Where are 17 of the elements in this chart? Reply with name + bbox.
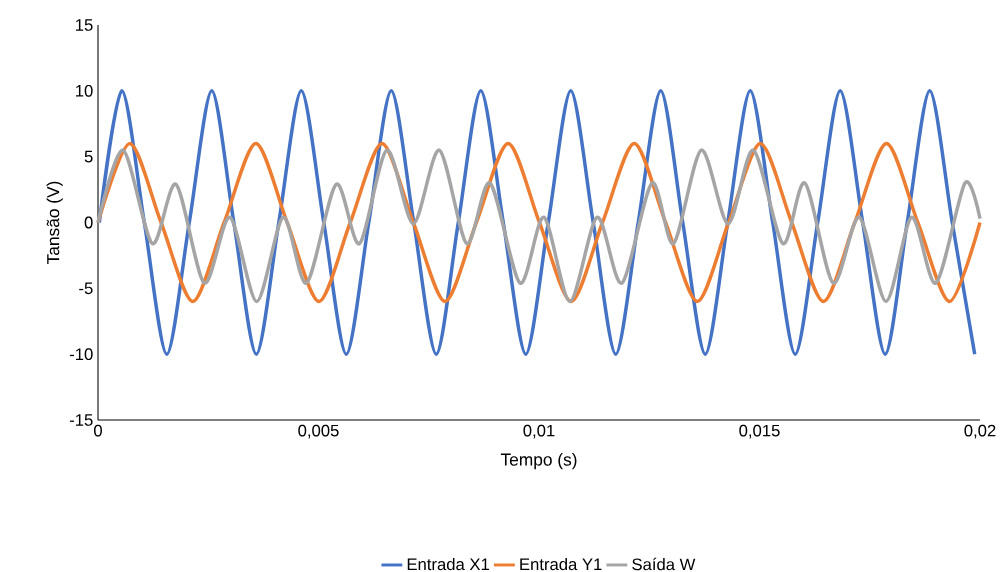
legend-label: Saída W: [632, 557, 696, 571]
x-tick-label: 0,02: [964, 424, 996, 439]
legend-label: Entrada X1: [407, 557, 489, 571]
x-tick-label: 0,005: [298, 424, 339, 439]
x-tick-label: 0: [94, 424, 102, 437]
x-tick-label: 0,015: [739, 424, 780, 439]
legend-label: Entrada Y1: [520, 557, 602, 571]
y-tick-label: 0: [84, 216, 93, 229]
x-axis-title: Tempo (s): [500, 452, 577, 470]
y-tick-label: 10: [76, 84, 93, 97]
y-tick-label: -15: [69, 414, 93, 426]
y-tick-label: 15: [76, 19, 93, 31]
x-tick-label: 0,01: [523, 424, 555, 439]
y-tick-label: -5: [79, 282, 93, 295]
y-axis-title: Tansão (V): [46, 181, 63, 265]
y-tick-label: -10: [69, 348, 93, 361]
y-tick-label: 5: [84, 150, 93, 163]
